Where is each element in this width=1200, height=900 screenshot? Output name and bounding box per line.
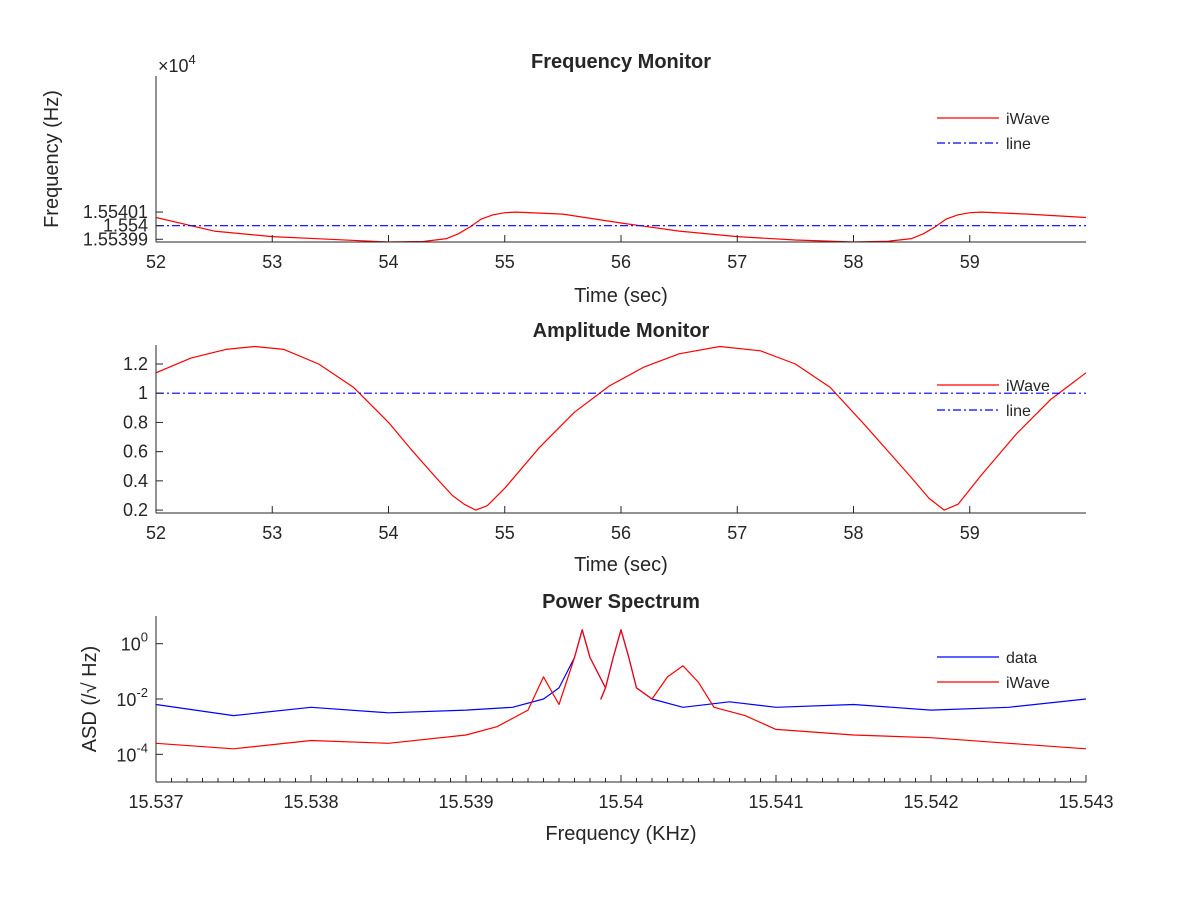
psd-ytick-label: 10-4 [116, 740, 148, 765]
psd-xtick-label: 15.543 [1058, 792, 1113, 812]
freq-title: Frequency Monitor [531, 51, 711, 73]
freq-ylabel: Frequency (Hz) [41, 90, 63, 228]
amp-xtick-label: 58 [843, 523, 863, 543]
psd-xtick-label: 15.542 [903, 792, 958, 812]
power-spectrum-panel: 15.537 15.538 15.539 15.54 15.541 15.542 15.54… [79, 591, 1114, 845]
psd-ytick-label: 100 [121, 630, 148, 655]
psd-ticks-group: 15.537 15.538 15.539 15.54 15.541 15.542 15.54… [116, 630, 1113, 812]
amp-legend-line: line [1006, 403, 1031, 420]
amp-ytick-label: 0.4 [123, 471, 148, 491]
freq-ytick-label: 1.554 [103, 216, 148, 236]
amp-legend-iwave: iWave [1006, 378, 1050, 395]
amp-plot-area [156, 345, 1086, 513]
amp-xlabel: Time (sec) [574, 554, 668, 576]
freq-xtick-label: 58 [843, 252, 863, 272]
psd-legend: data iWave [937, 650, 1050, 692]
freq-xtick-label: 59 [960, 252, 980, 272]
psd-legend-data: data [1006, 650, 1037, 667]
freq-xtick-label: 53 [262, 252, 282, 272]
amp-xtick-label: 52 [146, 523, 166, 543]
psd-title: Power Spectrum [542, 591, 700, 613]
freq-exponent-power: 4 [189, 52, 196, 67]
freq-exponent-label: ×104 [158, 52, 196, 76]
freq-xtick-label: 57 [727, 252, 747, 272]
freq-legend-iwave: iWave [1006, 111, 1050, 128]
freq-xtick-label: 54 [378, 252, 398, 272]
amp-xtick-label: 57 [727, 523, 747, 543]
freq-xtick-label: 56 [611, 252, 631, 272]
freq-exponent-base: ×10 [158, 56, 189, 76]
amplitude-monitor-panel: 52 53 54 55 56 57 58 59 0.2 0.4 0.6 0.8 1 1.2 Amplitu… [123, 320, 1086, 576]
amp-ytick-label: 0.2 [123, 500, 148, 520]
psd-xtick-label: 15.537 [128, 792, 183, 812]
amp-xtick-label: 53 [262, 523, 282, 543]
amp-xtick-label: 56 [611, 523, 631, 543]
amp-ytick-label: 1 [138, 383, 148, 403]
amp-series-group [156, 345, 1086, 511]
amp-xtick-label: 59 [960, 523, 980, 543]
amp-ytick-label: 0.8 [123, 412, 148, 432]
psd-ytick-label: 10-2 [116, 685, 148, 710]
freq-legend-line: line [1006, 136, 1031, 153]
psd-plot-area [156, 616, 1086, 782]
amp-ticks-group: 52 53 54 55 56 57 58 59 0.2 0.4 0.6 0.8 1 1.2 [123, 354, 980, 543]
freq-xtick-label: 52 [146, 252, 166, 272]
amp-ytick-label: 0.6 [123, 442, 148, 462]
psd-xtick-label: 15.538 [283, 792, 338, 812]
freq-xtick-label: 55 [495, 252, 515, 272]
amp-ytick-label: 1.2 [123, 354, 148, 374]
psd-ylabel: ASD (/√ Hz) [79, 646, 101, 753]
psd-xtick-label: 15.54 [598, 792, 643, 812]
amp-title: Amplitude Monitor [533, 320, 710, 342]
freq-ytick-label: 1.55401 [83, 202, 148, 222]
psd-series-iwave [156, 629, 1086, 750]
freq-plot-area [156, 76, 1086, 242]
freq-xlabel: Time (sec) [574, 285, 668, 307]
freq-legend: iWave line [937, 111, 1050, 153]
psd-legend-iwave: iWave [1006, 675, 1050, 692]
psd-xtick-label: 15.541 [748, 792, 803, 812]
psd-xtick-label: 15.539 [438, 792, 493, 812]
amp-series-iwave [156, 345, 1086, 511]
amp-xtick-label: 55 [495, 523, 515, 543]
freq-ytick-label: 1.55399 [83, 229, 148, 249]
amp-xtick-label: 54 [378, 523, 398, 543]
psd-series-group [156, 629, 1086, 750]
amp-legend: iWave line [937, 378, 1050, 420]
psd-xlabel: Frequency (KHz) [545, 823, 696, 845]
